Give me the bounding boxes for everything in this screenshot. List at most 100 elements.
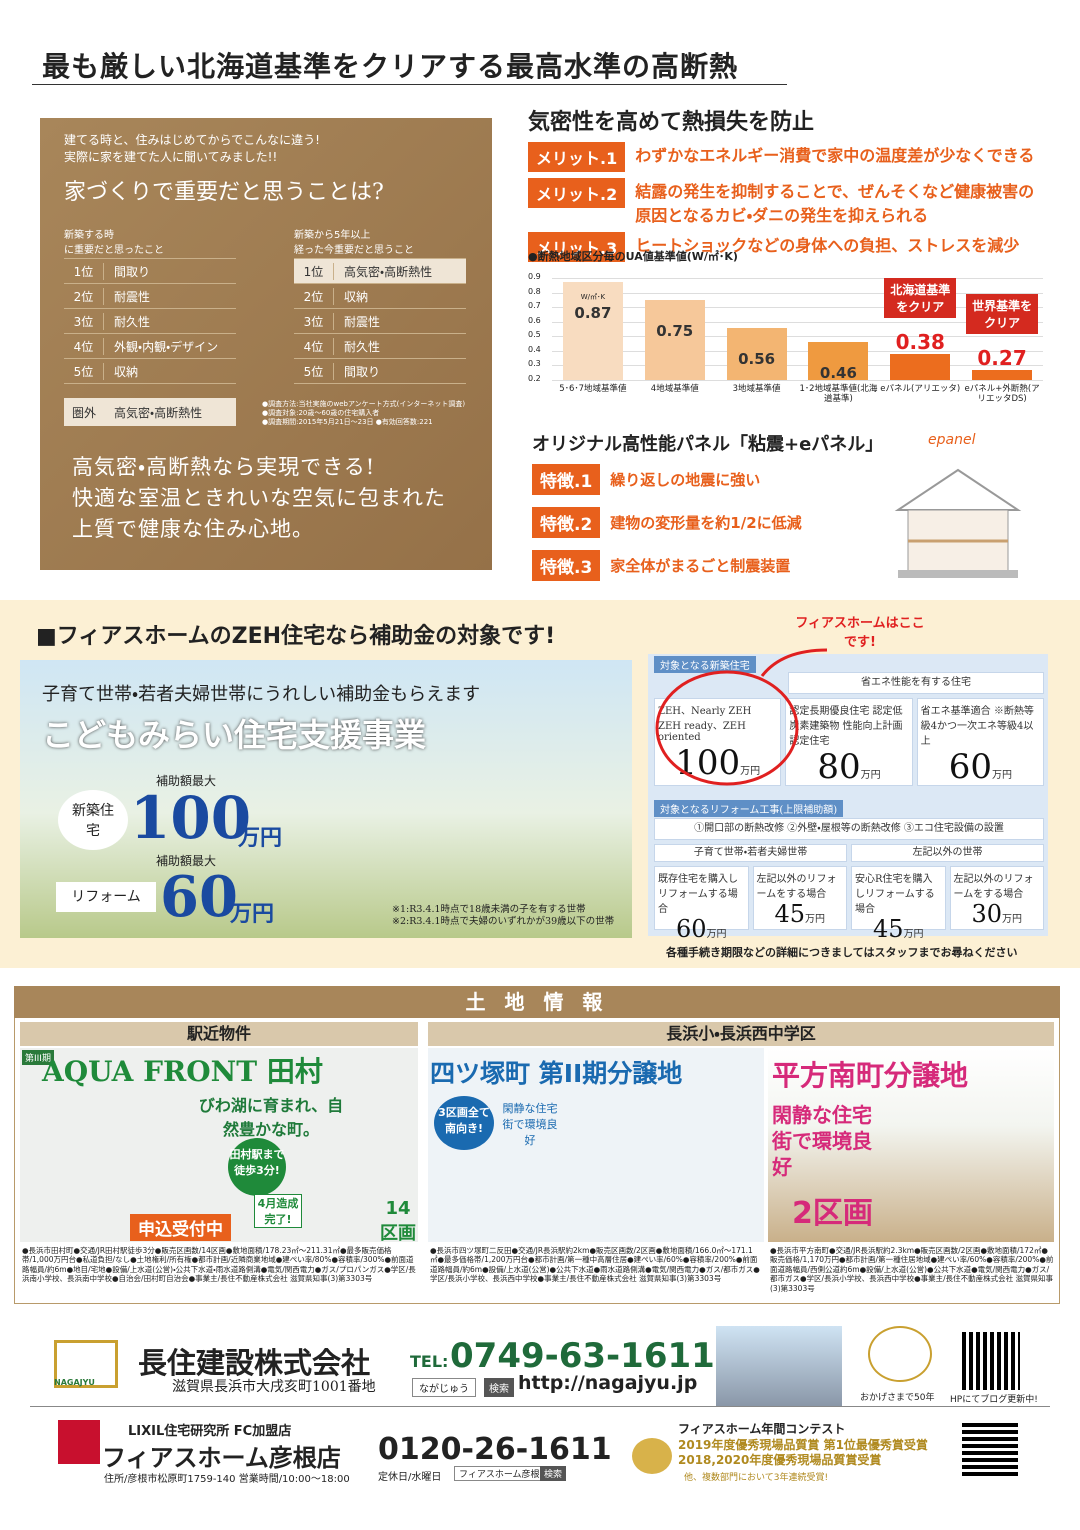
amount-caption: 補助額最大 <box>156 774 217 788</box>
award-line: 2019年度優秀現場品質賞 第1位最優秀賞受賞 <box>678 1438 928 1452</box>
unit: 万円 <box>860 770 881 781</box>
table-heading: 対象となるリフォーム工事(上限補助額) <box>654 800 844 817</box>
table-cell: 認定長期優良住宅 認定低炭素建築物 性能向上計画認定住宅 80万円 <box>785 698 913 787</box>
tel-label: TEL: <box>410 1352 449 1371</box>
table-heading: 対象となる新築住宅 <box>654 656 756 673</box>
search-box: ながじゅう <box>412 1378 476 1397</box>
table-cell: 左記以外のリフォームをする場合 45万円 <box>752 866 847 930</box>
bar <box>890 353 951 380</box>
rank-item: 外観・内観・デザイン <box>114 339 219 354</box>
table-row-label: 省エネ性能を有する住宅 <box>788 672 1044 694</box>
anniversary: おかげさまで50年 <box>860 1393 935 1403</box>
cell-text: 既存住宅を購入しリフォームする場合 <box>658 874 738 915</box>
cell-text: 安心R住宅を購入しリフォームする場合 <box>855 874 935 915</box>
list-heading: 新築する時 に重要だと思ったこと <box>64 226 264 256</box>
banner-lead: 子育て世帯・若者夫婦世帯にうれしい補助金もらえます <box>42 684 481 705</box>
company-name: 長住建設株式会社 <box>138 1346 371 1380</box>
unit: 万円 <box>1002 914 1023 925</box>
page-title: 最も厳しい北海道基準をクリアする最高水準の高断熱 <box>42 50 739 83</box>
subsidy-banner: 子育て世帯・若者夫婦世帯にうれしい補助金もらえます こどもみらい住宅支援事業 補… <box>20 660 632 938</box>
bar <box>644 299 705 380</box>
rank-label: 5位 <box>294 362 334 380</box>
x-tick-label: 1･2地域基準値(北海道基準) <box>799 384 878 404</box>
y-tick-label: 0.4 <box>528 344 541 354</box>
bar <box>726 327 787 380</box>
y-tick-label: 0.7 <box>528 301 541 311</box>
y-tick-label: 0.9 <box>528 272 541 281</box>
feature-tag: 特徴.2 <box>532 507 601 538</box>
heading-line: 新築から5年以上 <box>294 230 371 241</box>
feature-text: 家全体がまるごと制震装置 <box>610 557 791 575</box>
merit-text: ヒートショックなどの身体への負担、ストレスを減少 <box>635 236 1020 255</box>
grid-line <box>552 321 1043 323</box>
chart: 0.2 0.3 0.4 0.5 0.6 0.7 0.8 0.9 0.87 5･6･7地域基準値 0.… <box>528 270 1048 420</box>
cell-text: 左記以外のリフォームをする場合 <box>756 874 837 900</box>
rank-row: 3位 耐久性 <box>64 309 236 334</box>
rank-item: 耐震性 <box>344 314 381 329</box>
y-tick-label: 0.5 <box>528 330 541 340</box>
rank-item: 耐久性 <box>114 314 151 329</box>
feature-row: 特徴.2 建物の変形量を約1/2に低減 <box>532 507 872 538</box>
cell-amount: 45万円 <box>855 915 942 943</box>
reform-amount: 60 <box>160 864 238 930</box>
cell-amount: 45万円 <box>757 900 844 928</box>
y-tick-label: 0.6 <box>528 315 541 325</box>
x-tick-label: eパネル+外断熱(アリエッタDS) <box>964 384 1040 404</box>
chart-title: ●断熱地域区分毎のUA値基準値(W/㎡･K) <box>528 250 738 263</box>
feature-text: 繰り返しの地震に強い <box>610 471 761 489</box>
amount: 45 <box>774 900 806 928</box>
subsidy-footer: 各種手続き期限などの詳細につきましてはスタッフまでお尋ねください <box>666 946 1018 959</box>
award-emblem <box>632 1438 672 1474</box>
panel-logo: epanel <box>928 432 976 448</box>
rank-label: 1位 <box>294 262 334 280</box>
table-cell: 左記以外のリフォームをする場合 30万円 <box>949 866 1044 930</box>
apply-badge: 申込受付中 <box>130 1214 231 1241</box>
holiday: 定休日/水曜日 <box>378 1472 442 1483</box>
rank-label: 3位 <box>294 312 334 330</box>
rank-label: 5位 <box>64 362 104 380</box>
section-title: オリジナル高性能パネル「粘震+eパネル」 <box>532 434 884 455</box>
anniversary-emblem <box>868 1326 932 1382</box>
merit-row: メリット.1 わずかなエネルギー消費で家中の温度差が少なくできる <box>528 142 1048 172</box>
grid-line <box>552 278 1043 279</box>
qr-caption: HPにてブログ更新中! <box>950 1395 1038 1405</box>
unit: 万円 <box>740 766 761 777</box>
value-label: 0.27 <box>977 345 1027 370</box>
group-label: 子育て世帯・若者夫婦世帯 <box>654 844 847 862</box>
land-heading: 長浜小・長浜西中学区 <box>428 1022 1054 1046</box>
feature-tag: 特徴.1 <box>532 464 601 495</box>
merit-tag: メリット.2 <box>528 178 626 208</box>
grid-line <box>552 350 1043 352</box>
land-heading: 駅近物件 <box>20 1022 418 1046</box>
rank-item: 耐震性 <box>114 289 151 304</box>
rank-row: 3位 耐震性 <box>294 309 466 334</box>
grid-line <box>552 336 1043 338</box>
map: 第III期 AQUA FRONT 田村 びわ湖に育まれ、自然豊かな町。 田村駅ま… <box>20 1048 418 1244</box>
value-label: 0.75 <box>656 321 694 340</box>
cell-amount: 80万円 <box>789 747 908 787</box>
lots: 2区画 <box>792 1196 873 1231</box>
feature-row: 特徴.1 繰り返しの地震に強い <box>532 464 872 495</box>
callout: フィアスホームはここです! <box>795 616 925 650</box>
rank-label: 1位 <box>64 262 104 280</box>
cell-text: ZEH、Nearly ZEH ZEH ready、ZEH oriented <box>658 706 752 743</box>
survey-intro: 建てる時と、住みはじめてからでこんなに違う! 実際に家を建てた人に聞いてみました!… <box>64 132 320 166</box>
feature-list: 特徴.1 繰り返しの地震に強い特徴.2 建物の変形量を約1/2に低減 特徴.3 家全体が… <box>532 464 872 593</box>
intro-line: 実際に家を建てた人に聞いてみました!! <box>64 150 278 164</box>
group-row: 子育て世帯・若者夫婦世帯 左記以外の世帯 <box>654 844 1044 862</box>
table-cell: 既存住宅を購入しリフォームする場合 60万円 <box>654 866 749 943</box>
section-title: ■フィアスホームのZEH住宅なら補助金の対象です! <box>36 624 556 649</box>
merit-tag: メリット.3 <box>528 232 626 262</box>
amount: 30 <box>971 900 1003 928</box>
rank-list: 1位 間取り 2位 耐震性 3位 耐久性 4位 外観・内観・デザイン 5位 収納 <box>64 258 236 384</box>
feature-tag: 特徴.3 <box>532 550 601 581</box>
cell-text: 省エネ基準適合 ※断熱等級4かつ一次エネ等級4以上 <box>920 706 1034 747</box>
property-catch: びわ湖に育まれ、自然豊かな町。 <box>198 1096 344 1139</box>
rank-item: 間取り <box>344 364 381 379</box>
fine-print: ●長浜市平方南町●交通/JR長浜駅約2.3km●販売区画数/2区画●敷地面積/1… <box>770 1246 1054 1293</box>
phone: 0120-26-1611 <box>378 1432 612 1467</box>
message-line: 快適な室温ときれいな空気に包まれた <box>72 486 446 510</box>
divider <box>30 1406 1050 1407</box>
merit-row: メリット.3 ヒートショックなどの身体への負担、ストレスを減少 <box>528 232 1048 262</box>
